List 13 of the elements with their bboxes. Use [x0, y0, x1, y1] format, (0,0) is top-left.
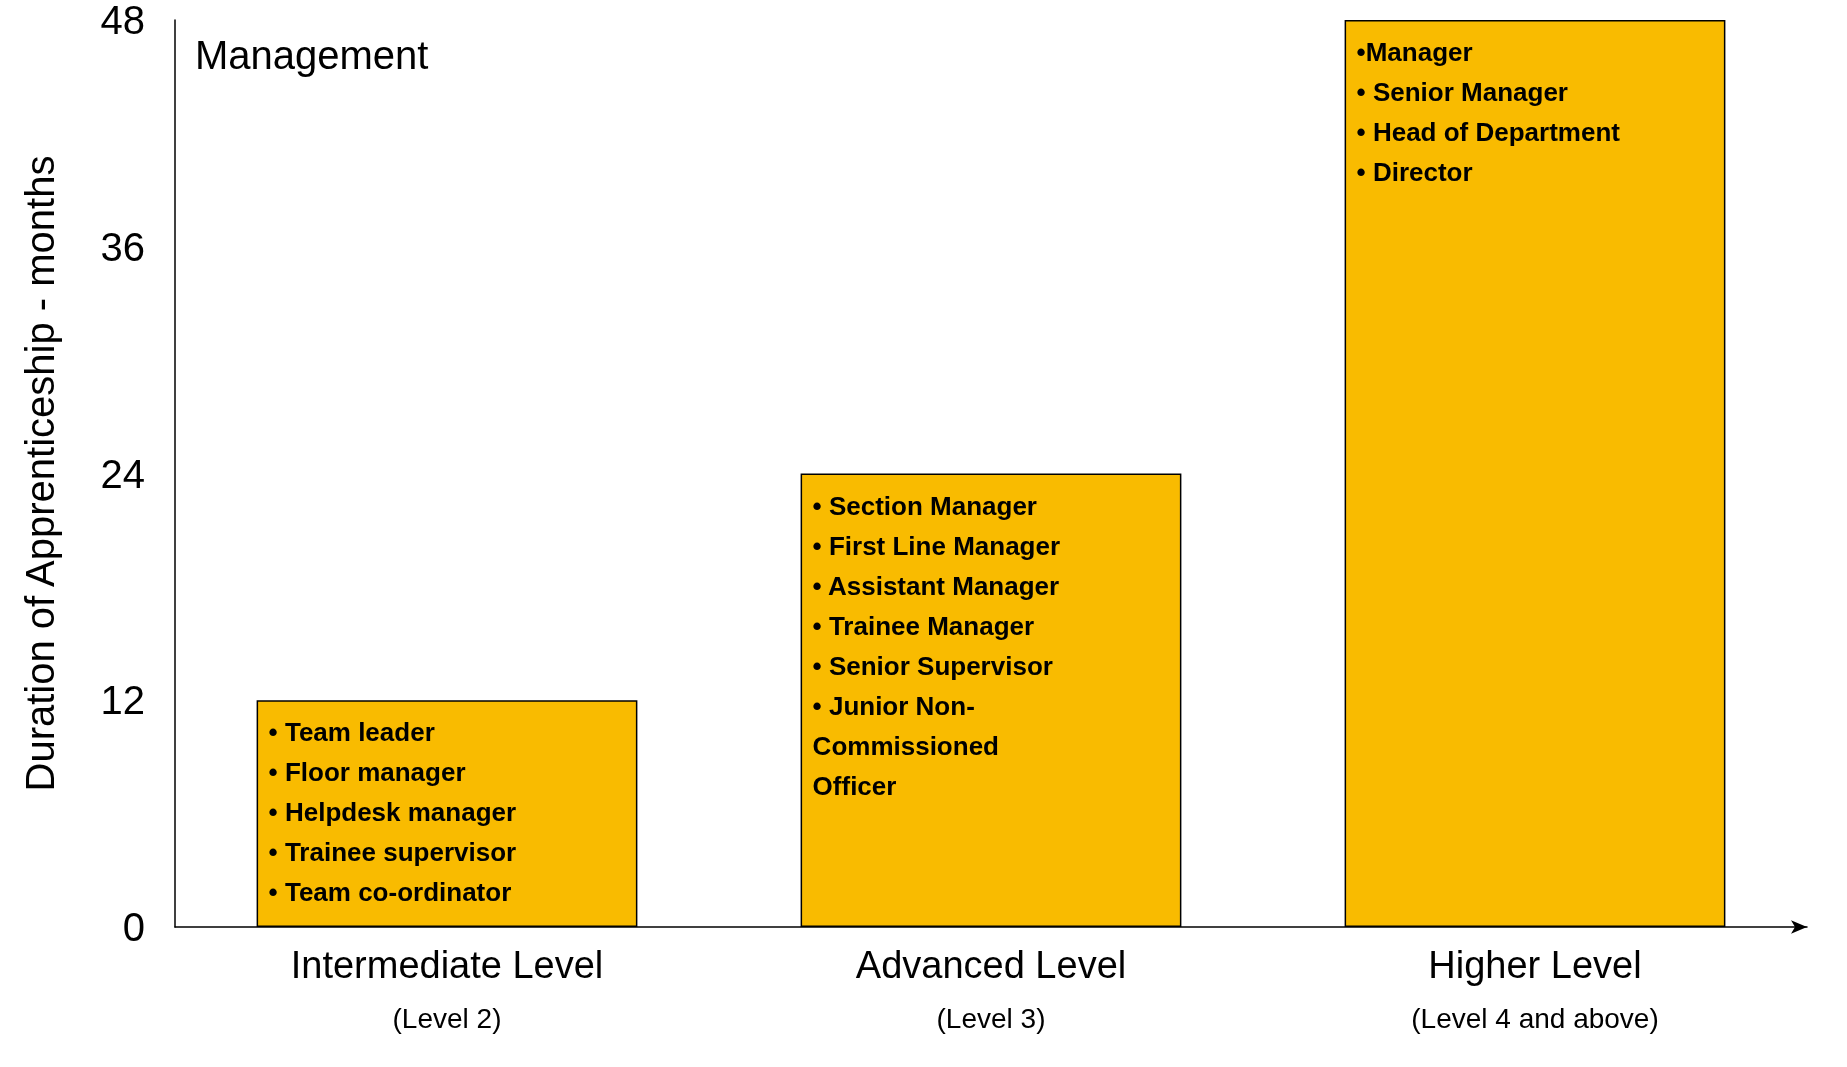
- chart-title: Management: [195, 33, 429, 77]
- annotation: • Team leader • Floor manager • Helpdesk manager • Trainee supervisor • Team co-ordinator: [268, 717, 517, 908]
- x-tick-label: Higher Level (Level 4 and above): [1411, 944, 1659, 1034]
- x-tick-label: Advanced Level (Level 3): [855, 944, 1127, 1034]
- annotation: • Section Manager • First Line Manager • Assistant Manager • Trainee Manager • Senior Supervisor • Junior Non- Commissioned Officer: [812, 490, 1061, 801]
- y-tick-label: 48: [100, 0, 145, 42]
- y-tick-label: 24: [100, 451, 145, 496]
- x-tick-label: Intermediate Level (Level 2): [290, 944, 604, 1034]
- y-axis-title: Duration of Apprenticeship - months: [18, 155, 62, 792]
- annotation: •Manager • Senior Manager • Head of Department • Director: [1356, 37, 1621, 187]
- y-tick-label: 12: [100, 678, 145, 723]
- y-tick-label: 36: [100, 224, 145, 269]
- y-tick-label: 0: [122, 905, 145, 949]
